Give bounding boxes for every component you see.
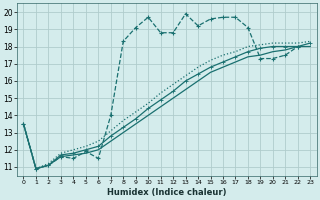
X-axis label: Humidex (Indice chaleur): Humidex (Indice chaleur)	[107, 188, 227, 197]
